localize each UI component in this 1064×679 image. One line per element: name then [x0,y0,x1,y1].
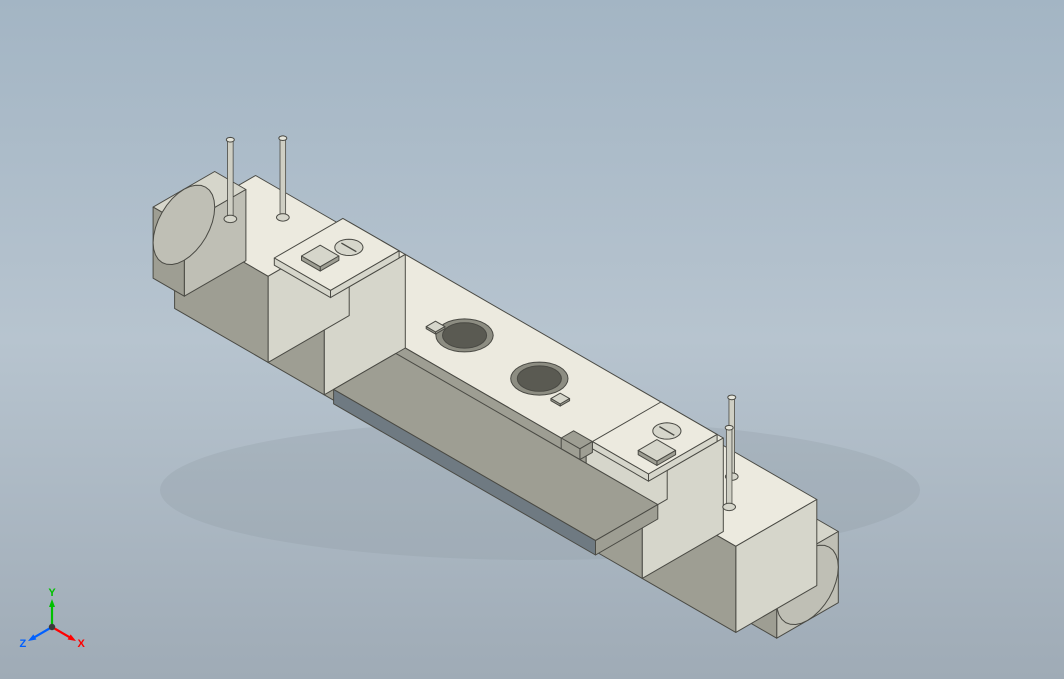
cad-3d-viewport[interactable]: Z X Y [0,0,1064,679]
cad-model [0,0,1064,679]
axis-label-z: Z [19,638,26,650]
axis-label-x: X [78,638,86,650]
axis-label-y: Y [48,587,56,599]
orientation-triad[interactable]: ZXY [20,595,84,659]
